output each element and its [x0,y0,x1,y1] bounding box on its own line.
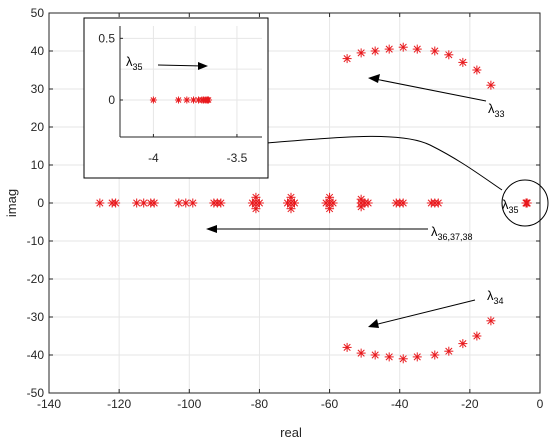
data-point [398,354,408,364]
inset-y-tick-label: 0.5 [98,31,115,45]
y-tick-label: -30 [27,310,45,324]
y-axis-label: imag [4,189,19,217]
data-point [342,342,352,352]
data-point [363,198,373,208]
data-point [370,46,380,56]
y-tick-label: -10 [27,234,45,248]
inset-arrowhead-lambda35 [198,62,208,70]
data-point [149,198,159,208]
data-point [286,204,296,214]
data-point [412,352,422,362]
inset-plot: -4 -3.5 0 0.5 λ35 [83,17,269,179]
y-tick-label: 40 [31,44,45,58]
main-data-points [95,42,532,364]
arrow-lambda33 [369,77,487,102]
data-point [139,198,149,208]
data-point [328,198,338,208]
data-point [458,339,468,349]
inset-data-point [149,96,157,104]
arrow-lambda34 [369,299,476,327]
inset-grid [120,26,262,137]
x-tick-label: 0 [537,397,544,411]
x-tick-label: -20 [461,397,479,411]
y-tick-label: 30 [31,82,45,96]
data-point [444,346,454,356]
data-point [290,198,299,208]
annotation-arrows [206,74,487,328]
y-tick-label: 50 [31,6,45,20]
y-tick-label: 0 [37,196,44,210]
inset-tick-labels: -4 -3.5 0 0.5 [98,31,247,165]
inset-y-tick-label: 0 [108,93,115,107]
inset-arrow-lambda35 [157,64,204,67]
arrowhead-lambda33 [368,74,380,83]
inset-x-tick-label: -4 [148,151,159,165]
main-axes [48,12,541,394]
y-tick-label: 10 [31,158,45,172]
data-point [433,198,443,208]
x-tick-label: -80 [251,397,269,411]
data-point [111,198,121,208]
data-point [356,348,366,358]
lambda35-highlight-circle [501,179,549,227]
inset-data-point [205,96,213,104]
x-axis-label: real [280,425,302,440]
arrowhead-lambda36-38 [206,225,217,233]
data-point [188,198,198,208]
data-point [356,48,366,58]
data-point [325,204,335,214]
data-point [486,316,496,326]
data-point [342,54,352,64]
inset-data-point [183,96,191,104]
y-tick-label: -50 [27,386,45,400]
inset-connector-curve [266,135,503,191]
data-point [472,331,482,341]
data-point [430,350,440,360]
data-point [356,202,366,212]
arrowhead-lambda34 [368,319,379,328]
data-point [384,44,394,54]
data-point [522,198,532,208]
data-point [286,192,296,202]
data-point [412,44,422,54]
data-point [251,204,261,214]
data-point [95,198,105,208]
inset-data-point [174,96,182,104]
data-point [384,352,394,362]
x-tick-label: -40 [391,397,409,411]
y-tick-label: -20 [27,272,45,286]
inset-x-tick-label: -3.5 [227,151,248,165]
x-tick-label: -140 [37,397,61,411]
inset-plot-area [120,26,262,137]
data-point [398,198,408,208]
plot-frame [48,12,541,394]
data-point [458,57,468,67]
data-point [430,46,440,56]
x-tick-label: -60 [321,397,339,411]
x-tick-label: -120 [107,397,131,411]
label-lambda36-38: λ36,37,38 [431,224,473,242]
label-lambda33: λ33 [488,101,505,119]
data-point [444,50,454,60]
data-point [398,42,408,52]
label-lambda34: λ34 [487,288,504,306]
inset-data-points [149,96,213,104]
data-point [216,198,226,208]
data-point [325,192,335,202]
data-point [356,194,366,204]
main-tick-labels: -140 -120 -100 -80 -60 -40 -20 0-50-40-30-20-10… [27,6,544,411]
x-tick-label: -100 [177,397,201,411]
inset-axes [119,26,262,138]
label-lambda35: λ35 [502,197,519,215]
data-point [254,198,264,208]
y-tick-label: -40 [27,348,45,362]
inset-label-lambda35: λ35 [126,54,143,72]
data-point [472,65,482,75]
data-point [251,192,261,202]
data-point [370,350,380,360]
y-tick-label: 20 [31,120,45,134]
data-point [486,80,496,90]
